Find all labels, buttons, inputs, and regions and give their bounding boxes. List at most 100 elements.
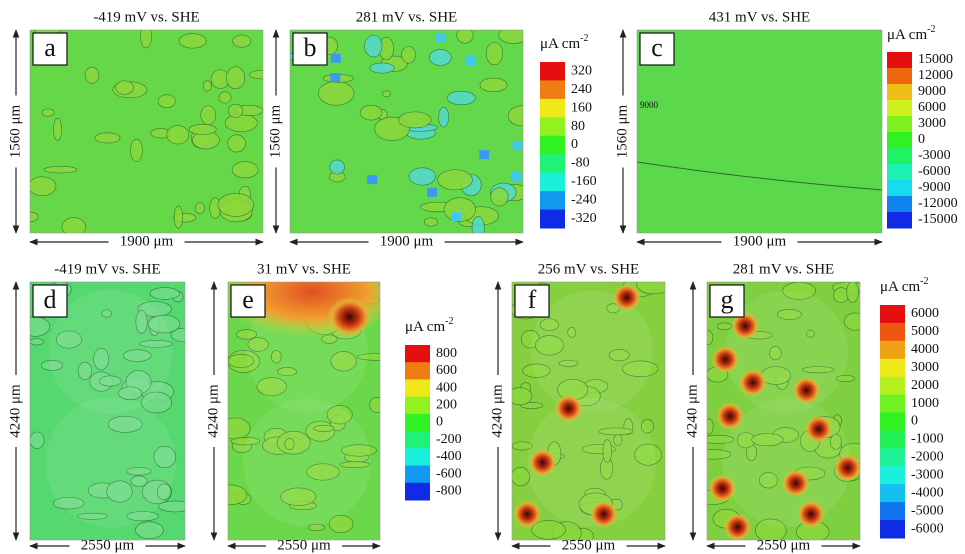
contour-region: [751, 433, 784, 447]
low-spot: [330, 53, 341, 63]
colorbar-unit: μA cm-2: [880, 276, 928, 295]
contour-region: [149, 287, 180, 300]
contour-region: [140, 30, 152, 49]
hot-spot: [711, 345, 740, 374]
contour-region: [178, 33, 207, 49]
colorbar-label: -12000: [918, 196, 958, 211]
contour-region: [158, 500, 185, 513]
cell-ring: [48, 289, 173, 414]
contour-region: [707, 449, 732, 460]
low-spot: [451, 212, 462, 222]
contour-region: [707, 330, 714, 345]
cell-ring: [530, 290, 653, 413]
panel-letter-box: [514, 284, 550, 318]
colorbar-swatch: [880, 502, 905, 521]
contour-region: [130, 138, 143, 162]
colorbar-unit: μA cm-2: [887, 24, 935, 43]
contour-region: [225, 66, 246, 90]
contour-region: [707, 418, 714, 435]
panel-letter-box: [32, 32, 68, 66]
panel-letter: e: [242, 285, 254, 314]
colorbar-swatch: [540, 191, 565, 211]
colorbar-label: -15000: [918, 212, 958, 227]
colorbar-label: -2000: [911, 450, 944, 465]
contour-region: [341, 444, 378, 457]
contour-region: [531, 520, 566, 540]
hot-spot: [708, 474, 737, 503]
contour-region: [130, 475, 148, 487]
colorbar-swatch: [880, 394, 905, 414]
colorbar-label: -160: [571, 174, 597, 189]
hot-spot: [833, 453, 860, 482]
colorbar-swatch: [880, 484, 905, 503]
hot-spot: [554, 394, 583, 423]
panel-letter-box: [709, 284, 745, 318]
colorbar-swatch: [887, 100, 912, 117]
colorbar-label: 6000: [918, 100, 946, 115]
colorbar-swatch: [405, 465, 430, 484]
contour-region: [806, 330, 815, 338]
colorbar-swatch: [540, 154, 565, 174]
contour-region: [846, 282, 859, 303]
hot-spot: [797, 500, 826, 529]
colorbar-swatch: [880, 520, 905, 539]
panel-letter-box: [32, 284, 68, 318]
contour-region: [507, 105, 523, 127]
map-panel: d -419 mV vs. SHE 2550 μm 4240 μm: [7, 261, 186, 553]
map-border: [29, 29, 264, 234]
colorbar: μA cm-2 6000 5000 4000 3000 2000 1000 0 -1000 -20…: [880, 276, 944, 539]
low-spot: [427, 187, 438, 197]
low-spot: [435, 33, 446, 43]
contour-region: [755, 518, 787, 540]
contour-region: [139, 340, 173, 348]
colorbar-label: -600: [436, 466, 462, 481]
colorbar-swatch: [880, 358, 905, 378]
contour-region: [401, 46, 416, 64]
panel-title: -419 mV vs. SHE: [93, 9, 199, 25]
contour-region: [55, 330, 82, 349]
colorbar-swatch: [540, 172, 565, 192]
contour-region: [227, 134, 246, 153]
colorbar-swatch: [880, 412, 905, 431]
contour-region: [490, 187, 509, 207]
contour-region: [429, 49, 452, 66]
contour-region: [844, 312, 860, 331]
hot-spot: [589, 500, 618, 529]
x-dimension-label: 2550 μm: [81, 537, 135, 553]
contour-region: [716, 322, 733, 330]
contour-region: [230, 437, 261, 446]
colorbar-swatch: [405, 396, 430, 415]
low-spot: [479, 150, 490, 160]
contour-region: [567, 327, 577, 338]
contour-region: [43, 166, 78, 174]
colorbar-label: 240: [571, 82, 592, 97]
panel-letter: d: [44, 285, 57, 314]
hot-spot: [513, 500, 542, 529]
panel-title: -419 mV vs. SHE: [54, 261, 160, 277]
contour-region: [437, 169, 473, 191]
colorbar-label: 0: [436, 415, 443, 430]
contour-region: [217, 192, 254, 217]
colorbar-swatch: [887, 132, 912, 149]
unit-text: μA cm: [887, 27, 927, 43]
contour-region: [227, 103, 244, 118]
x-dimension-label: 2550 μm: [757, 537, 811, 553]
x-dimension-label: 2550 μm: [562, 537, 616, 553]
panel-title: 281 mV vs. SHE: [733, 261, 834, 277]
colorbar-swatch: [540, 135, 565, 155]
colorbar-swatch: [880, 305, 905, 324]
contour-region: [194, 202, 206, 214]
contour-region: [218, 91, 232, 104]
colorbar-swatch: [405, 345, 430, 363]
contour-region: [512, 387, 533, 406]
hot-spot: [612, 283, 641, 312]
low-spot: [367, 175, 378, 185]
panel-letter-box: [230, 284, 266, 318]
contour-region: [52, 497, 85, 510]
colorbar: μA cm-2 800 600 400 200 0 -200 -400 -600 -800: [405, 316, 462, 501]
contour-region: [107, 415, 143, 433]
colorbar-label: 600: [436, 363, 457, 378]
colorbar-label: 4000: [911, 342, 939, 357]
colorbar-label: 6000: [911, 306, 939, 321]
